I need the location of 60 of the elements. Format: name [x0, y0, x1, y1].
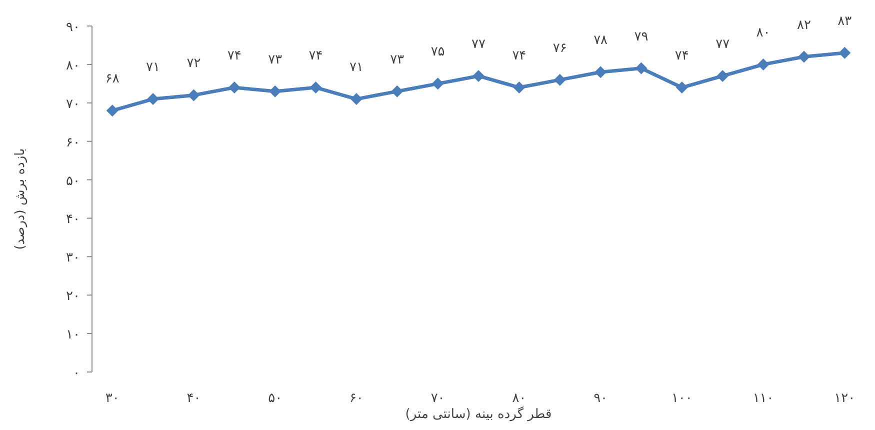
data-label: ۷۷ — [716, 36, 730, 52]
data-label: ۸۰ — [756, 25, 770, 40]
x-tick-label: ۷۰ — [430, 391, 445, 406]
data-label: ۷۵ — [430, 44, 445, 60]
point — [147, 93, 160, 106]
point — [716, 70, 729, 82]
x-axis-title: قطر گرده بینه (سانتی متر) — [405, 406, 552, 422]
point — [106, 104, 118, 117]
data-label: ۷۸ — [594, 33, 608, 48]
point — [391, 85, 404, 98]
y-tick-label: ۸۰ — [66, 58, 80, 74]
point — [513, 82, 526, 94]
point — [310, 82, 322, 94]
point — [838, 46, 851, 59]
x-tick-label: ۱۱۰ — [752, 391, 774, 406]
y-tick-label: ۰ — [73, 366, 80, 381]
data-label: ۷۱ — [349, 60, 364, 76]
point — [757, 58, 770, 70]
x-tick-label: ۱۲۰ — [834, 391, 856, 406]
point — [188, 89, 200, 102]
y-tick-label: ۶۰ — [66, 135, 80, 150]
point — [432, 78, 444, 90]
point — [472, 70, 484, 82]
data-label: ۷۹ — [634, 29, 648, 44]
y-tick-label: ۵۰ — [66, 174, 80, 189]
y-tick-label: ۳۰ — [66, 250, 80, 266]
x-tick-label: ۱۰۰ — [671, 391, 692, 406]
x-tick-label: ۵۰ — [268, 391, 282, 406]
y-tick-label: ۷۰ — [66, 96, 80, 112]
data-label: ۷۴ — [512, 48, 526, 64]
data-label: ۸۲ — [796, 18, 811, 33]
data-label: ۷۳ — [390, 52, 404, 68]
x-tick-label: ۴۰ — [186, 391, 201, 406]
x-tick-label: ۳۰ — [105, 391, 120, 406]
data-label: ۷۷ — [472, 36, 486, 52]
x-tick-label: ۸۰ — [512, 391, 526, 406]
point — [676, 82, 688, 94]
data-label: ۷۱ — [146, 60, 160, 76]
y-axis-title: بازده برش (درصد) — [13, 148, 28, 250]
x-tick-label: ۶۰ — [349, 391, 364, 406]
y-tick-label: ۲۰ — [66, 289, 80, 304]
data-label: ۶۸ — [105, 72, 120, 87]
point — [350, 93, 362, 106]
point — [594, 66, 607, 78]
data-label: ۷۶ — [552, 40, 567, 56]
point — [269, 85, 282, 98]
data-label: ۷۳ — [268, 52, 282, 68]
data-label: ۸۳ — [838, 14, 852, 29]
data-label: ۷۴ — [227, 48, 242, 64]
y-tick-label: ۱۰ — [66, 328, 80, 343]
x-tick-label: ۹۰ — [594, 391, 608, 406]
point — [798, 50, 810, 63]
point — [228, 82, 240, 94]
data-label: ۷۲ — [186, 56, 201, 72]
data-label: ۷۴ — [674, 48, 689, 64]
point — [554, 74, 566, 86]
y-tick-label: ۴۰ — [66, 212, 80, 228]
data-label: ۷۴ — [308, 48, 323, 64]
point — [635, 62, 648, 74]
y-tick-label: ۹۰ — [66, 20, 80, 35]
